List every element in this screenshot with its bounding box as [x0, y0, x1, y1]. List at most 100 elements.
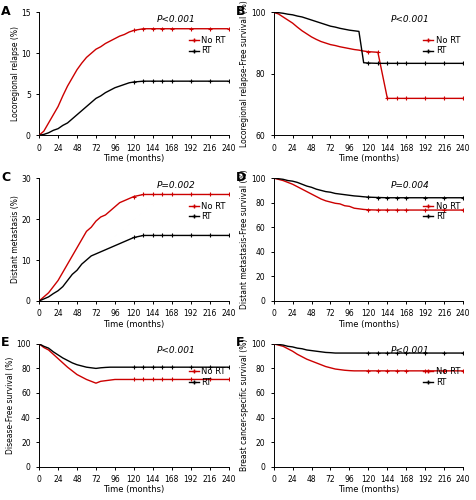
- No RT: [107, 38, 113, 44]
- No RT: [93, 218, 99, 224]
- Line: No RT: No RT: [274, 178, 463, 210]
- No RT: [332, 42, 338, 48]
- RT: [93, 96, 99, 102]
- RT: [46, 130, 51, 136]
- RT: [112, 242, 118, 248]
- RT: [140, 364, 146, 370]
- No RT: [318, 362, 324, 368]
- No RT: [140, 192, 146, 198]
- No RT: [60, 270, 66, 276]
- No RT: [337, 366, 343, 372]
- No RT: [89, 50, 94, 56]
- RT: [112, 84, 118, 90]
- No RT: [207, 376, 213, 382]
- RT: [295, 180, 300, 186]
- No RT: [356, 206, 362, 212]
- No RT: [84, 54, 89, 60]
- No RT: [107, 377, 113, 383]
- Line: No RT: No RT: [274, 344, 463, 371]
- RT: [327, 189, 333, 195]
- RT: [60, 284, 66, 290]
- RT: [356, 350, 362, 356]
- No RT: [74, 244, 80, 250]
- No RT: [422, 207, 428, 213]
- No RT: [55, 278, 61, 283]
- No RT: [188, 192, 194, 198]
- RT: [55, 288, 61, 294]
- RT: [159, 78, 165, 84]
- No RT: [207, 26, 213, 32]
- No RT: [299, 186, 305, 192]
- RT: [169, 78, 175, 84]
- No RT: [422, 96, 428, 102]
- Text: P<0.001: P<0.001: [391, 346, 430, 356]
- No RT: [103, 212, 109, 218]
- No RT: [304, 356, 310, 362]
- RT: [169, 364, 175, 370]
- No RT: [394, 368, 400, 374]
- No RT: [103, 40, 109, 46]
- RT: [361, 194, 367, 200]
- No RT: [460, 96, 466, 102]
- RT: [46, 345, 51, 351]
- RT: [342, 350, 347, 356]
- RT: [308, 348, 314, 354]
- No RT: [169, 192, 175, 198]
- RT: [460, 60, 466, 66]
- RT: [98, 365, 104, 371]
- RT: [308, 17, 314, 23]
- No RT: [79, 374, 85, 380]
- No RT: [347, 46, 352, 52]
- No RT: [347, 204, 352, 210]
- RT: [441, 350, 447, 356]
- No RT: [290, 20, 296, 26]
- No RT: [280, 178, 286, 184]
- No RT: [366, 48, 371, 54]
- No RT: [366, 368, 371, 374]
- No RT: [107, 208, 113, 214]
- No RT: [169, 376, 175, 382]
- RT: [366, 350, 371, 356]
- No RT: [41, 294, 47, 300]
- No RT: [351, 368, 357, 374]
- RT: [188, 364, 194, 370]
- No RT: [36, 132, 42, 138]
- RT: [84, 104, 89, 110]
- No RT: [342, 44, 347, 51]
- No RT: [55, 356, 61, 362]
- No RT: [79, 60, 85, 66]
- No RT: [117, 33, 122, 39]
- RT: [422, 60, 428, 66]
- RT: [422, 350, 428, 356]
- No RT: [308, 34, 314, 40]
- No RT: [318, 38, 324, 44]
- Text: B: B: [236, 5, 245, 18]
- RT: [50, 128, 56, 134]
- RT: [69, 116, 75, 122]
- RT: [69, 360, 75, 366]
- X-axis label: Time (months): Time (months): [338, 320, 399, 328]
- RT: [55, 126, 61, 132]
- RT: [304, 183, 310, 189]
- No RT: [295, 352, 300, 358]
- X-axis label: Time (months): Time (months): [338, 154, 399, 163]
- RT: [226, 78, 231, 84]
- Line: RT: RT: [274, 178, 463, 198]
- RT: [441, 195, 447, 201]
- No RT: [69, 253, 75, 259]
- Text: C: C: [1, 170, 10, 183]
- RT: [342, 26, 347, 32]
- No RT: [366, 207, 371, 213]
- No RT: [36, 298, 42, 304]
- RT: [103, 247, 109, 253]
- RT: [366, 194, 371, 200]
- No RT: [290, 348, 296, 354]
- RT: [36, 132, 42, 138]
- RT: [107, 244, 113, 250]
- Y-axis label: Locoregional relapse-Free survival (%): Locoregional relapse-Free survival (%): [240, 0, 249, 147]
- No RT: [226, 376, 231, 382]
- Text: P<0.001: P<0.001: [157, 346, 195, 356]
- RT: [150, 232, 156, 238]
- Y-axis label: Disease-Free survival (%): Disease-Free survival (%): [6, 356, 15, 454]
- RT: [351, 350, 357, 356]
